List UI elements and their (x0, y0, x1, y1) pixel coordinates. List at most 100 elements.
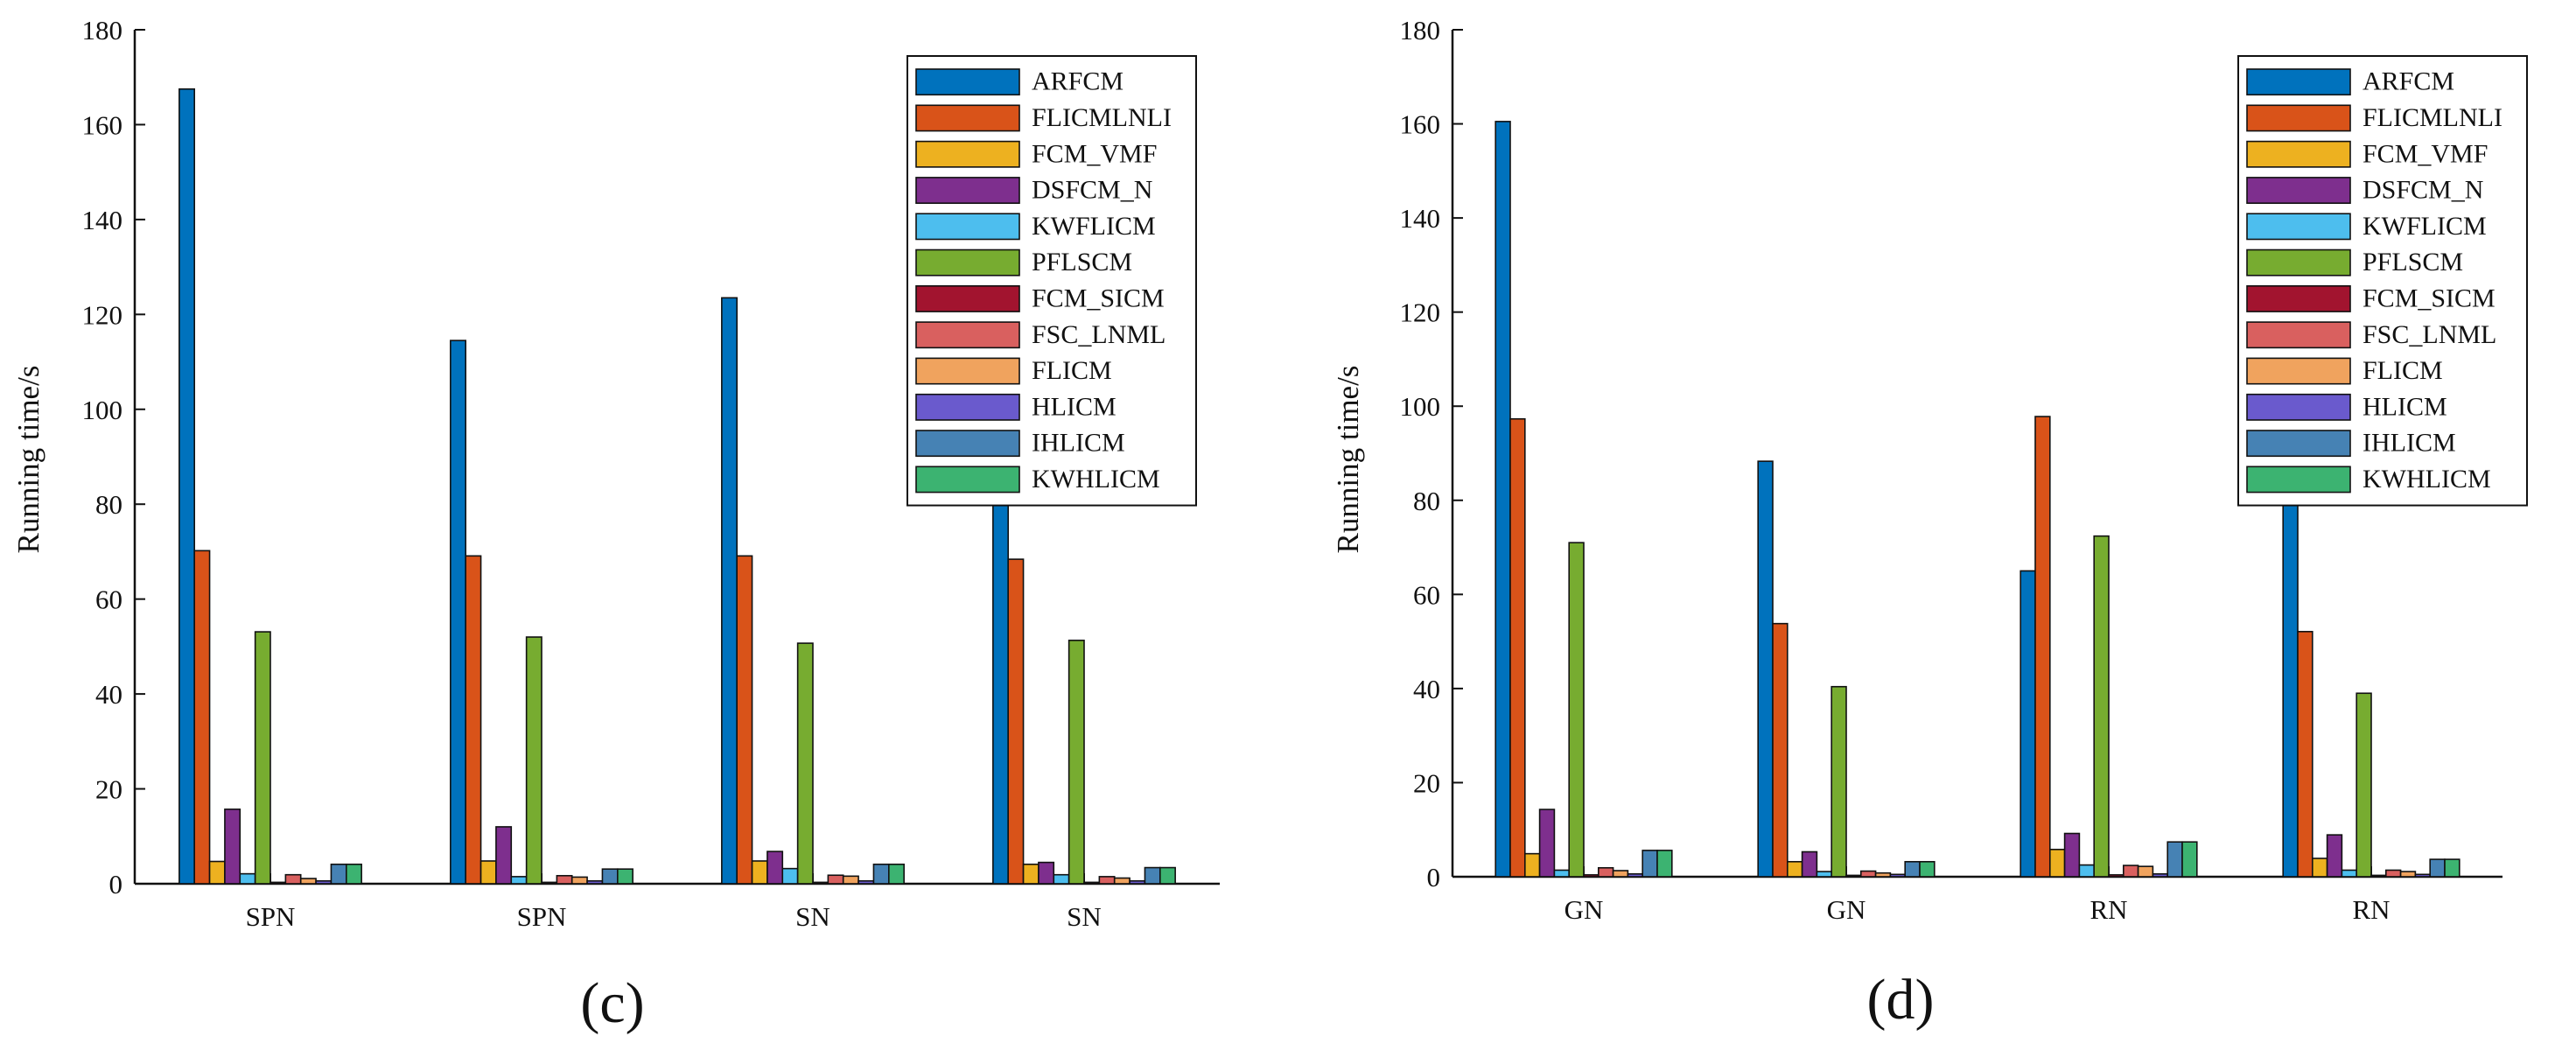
legend-swatch (2246, 357, 2351, 385)
y-tick-label: 120 (1400, 298, 1441, 328)
y-tick-label: 0 (109, 869, 123, 900)
bar-dsfcm-n (495, 826, 513, 885)
bar-flicmlnli (2297, 631, 2314, 878)
legend-swatch (2246, 248, 2351, 276)
legend-swatch (2246, 393, 2351, 421)
bar-fsc-lnml (1859, 870, 1877, 878)
legend-entry: HLICM (2362, 392, 2447, 421)
legend-swatch (915, 68, 1020, 96)
legend-swatch (915, 140, 1020, 168)
bar-dsfcm-n (2326, 834, 2343, 878)
legend-entry: FSC_LNML (1032, 320, 1166, 349)
legend-entry: ARFCM (1032, 67, 1124, 96)
bar-hlicm (586, 879, 604, 885)
legend-swatch (915, 466, 1020, 494)
bar-kwhlicm (1159, 866, 1176, 885)
bar-kwflicm (239, 872, 256, 885)
bar-flicm (299, 878, 317, 885)
bar-fsc-lnml (556, 874, 573, 885)
y-tick-label: 80 (1413, 486, 1440, 516)
bar-kwflicm (1816, 871, 1833, 878)
bar-pflscm (796, 642, 814, 885)
y-tick-label: 40 (1413, 674, 1440, 704)
bar-kwflicm (510, 876, 528, 885)
bar-ihlicm (1144, 866, 1161, 885)
legend-entry: ARFCM (2362, 67, 2454, 96)
bar-chart-c: 0 20 40 60 80 100 120 140 160 180 Running time/s SP… (11, 15, 1220, 1035)
bar-kwflicm (781, 867, 799, 885)
legend-entry: FCM_SICM (2362, 284, 2496, 313)
bar-kwhlicm (2181, 841, 2198, 878)
y-tick-label: 140 (1400, 203, 1441, 234)
bar-ihlicm (330, 863, 347, 885)
bar-fcm-sicm (2108, 874, 2124, 878)
legend-swatch (915, 104, 1020, 132)
bar-flicmlnli (1509, 417, 1526, 878)
bar-dsfcm-n (1538, 808, 1556, 878)
bar-dsfcm-n (1038, 861, 1055, 885)
bar-kwhlicm (616, 868, 634, 885)
bar-arfcm (721, 297, 738, 885)
bar-fcm-vmf (480, 860, 497, 885)
bar-ihlicm (872, 863, 890, 885)
bar-arfcm (178, 88, 195, 885)
legend-entry: PFLSCM (2362, 248, 2463, 276)
y-tick-label: 140 (82, 205, 123, 235)
bar-kwflicm (2078, 864, 2096, 878)
y-tick-label: 180 (1400, 15, 1441, 46)
bar-arfcm (2020, 570, 2036, 878)
bar-ihlicm (2429, 858, 2446, 878)
bar-fcm-vmf (2312, 858, 2328, 878)
chart-panel-d: 0 20 40 60 80 100 120 140 160 180 Running time/s GN… (1288, 0, 2576, 1043)
bar-hlicm (1889, 873, 1907, 878)
bar-hlicm (2152, 872, 2169, 878)
bar-flicm (1612, 870, 1629, 878)
bar-kwhlicm (345, 863, 362, 885)
x-tick-label: SN (795, 901, 830, 932)
legend-entry: FLICMLNLI (2362, 103, 2502, 132)
bar-flicmlnli (1772, 622, 1788, 878)
bar-fcm-sicm (541, 881, 558, 885)
bar-ihlicm (1904, 860, 1921, 878)
y-tick-label: 60 (1413, 579, 1440, 610)
y-tick-label: 160 (82, 109, 123, 140)
bar-fcm-vmf (1786, 860, 1803, 878)
y-tick-label: 80 (95, 489, 122, 520)
y-axis-label: Running time/s (1331, 366, 1365, 554)
panel-label: (d) (1867, 968, 1935, 1032)
legend-entry: IHLICM (2362, 429, 2456, 458)
legend-entry: FLICMLNLI (1032, 103, 1172, 132)
bar-pflscm (2093, 535, 2110, 878)
legend: ARFCM FLICMLNLI FCM_VMF DSFCM_N KWFLICM PFLSC… (906, 55, 1197, 507)
bar-pflscm (1068, 640, 1085, 885)
bar-hlicm (1627, 872, 1643, 878)
y-tick-label: 40 (95, 679, 122, 710)
bar-pflscm (1830, 685, 1847, 878)
bar-fsc-lnml (284, 873, 302, 885)
bar-fcm-vmf (208, 860, 226, 885)
bar-pflscm (1568, 542, 1585, 878)
legend-entry: FLICM (2362, 356, 2443, 385)
legend-swatch (2246, 284, 2351, 312)
bar-hlicm (1129, 879, 1146, 885)
bar-arfcm (450, 340, 467, 885)
legend-entry: FCM_VMF (2362, 139, 2488, 168)
legend-swatch (2246, 466, 2351, 494)
bar-hlicm (2414, 873, 2432, 878)
bar-hlicm (858, 879, 875, 885)
legend-swatch (2246, 213, 2351, 241)
y-tick-label: 120 (82, 299, 123, 330)
y-tick-label: 20 (95, 774, 122, 805)
y-tick-label: 180 (82, 15, 123, 46)
bar-hlicm (315, 879, 332, 885)
bar-arfcm (1757, 460, 1774, 878)
x-tick-label: RN (2352, 894, 2390, 925)
legend-swatch (2246, 104, 2351, 132)
bar-fsc-lnml (1597, 866, 1614, 878)
legend-swatch (2246, 177, 2351, 204)
bar-flicmlnli (2034, 416, 2051, 878)
legend-swatch (2246, 321, 2351, 349)
bar-pflscm (2356, 692, 2372, 878)
bar-pflscm (254, 631, 271, 885)
bar-flicm (1874, 872, 1892, 878)
